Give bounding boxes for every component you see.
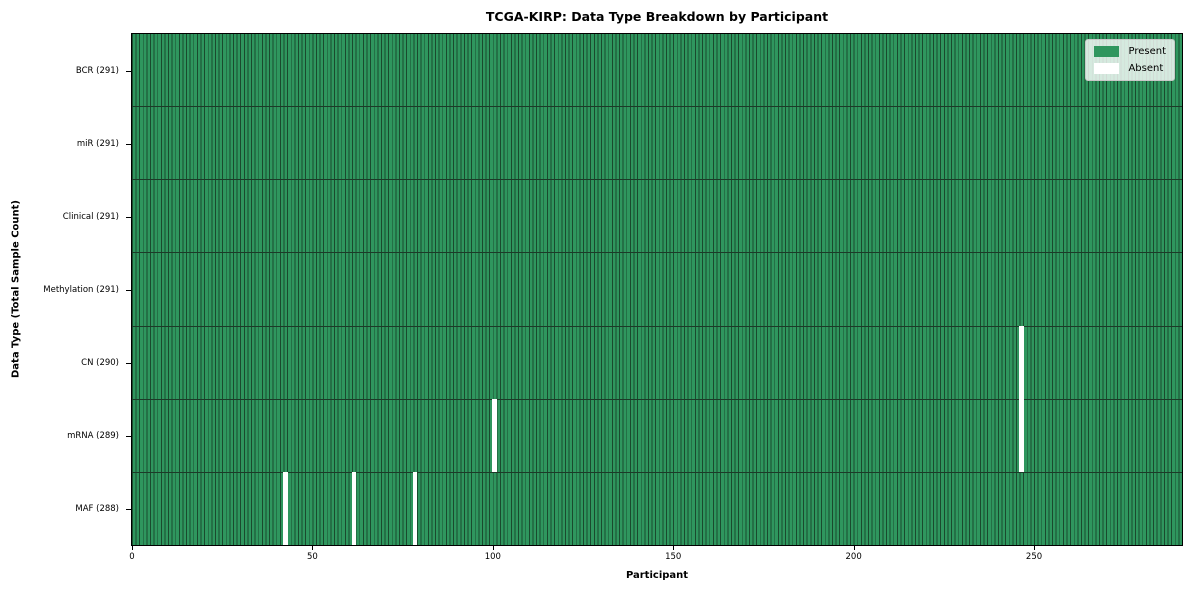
y-tick-label-miR: miR (291) [76,138,119,149]
x-tick-label-50: 50 [306,552,318,562]
x-tick-label-100: 100 [484,552,501,562]
x-tick-label-150: 150 [665,552,682,562]
absent-cell-MAF-61 [351,472,357,545]
legend-swatch-present [1094,46,1120,57]
y-tick-marks [126,34,131,545]
x-tick-mark [492,546,494,550]
y-tick-mark [126,508,131,510]
y-tick-mark [126,216,131,218]
heatmap-row-Clinical [132,180,1182,254]
absent-cell-MAF-78 [413,472,418,545]
absent-cell-CN-246 [1019,326,1024,399]
heatmap-rows [132,34,1182,545]
legend-entry-present: Present [1094,46,1166,57]
heatmap-row-miR [132,107,1182,181]
y-tick-label-CN: CN (290) [81,357,119,368]
y-tick-label-mRNA: mRNA (289) [67,430,119,441]
x-tick-label-200: 200 [845,552,862,562]
y-tick-mark [126,289,131,291]
absent-markers [132,34,1182,545]
chart-title: TCGA-KIRP: Data Type Breakdown by Partic… [485,9,829,24]
heatmap-row-mRNA [132,400,1182,473]
x-axis-label: Participant [625,570,689,581]
x-tick-label-0: 0 [129,552,135,562]
heatmap-row-CN [132,327,1182,400]
absent-cell-mRNA-100 [492,399,497,472]
legend: Present Absent [1085,39,1175,81]
y-tick-mark [126,435,131,437]
y-tick-label-Methylation: Methylation (291) [43,284,119,295]
x-tick-mark [853,546,855,550]
heatmap-row-BCR [132,34,1182,108]
x-tick-label-250: 250 [1025,552,1043,562]
absent-cell-mRNA-246 [1019,399,1024,472]
x-tick-labels: 0 50 100 150 200 250 [129,546,1182,568]
legend-swatch-absent [1094,63,1120,74]
x-tick-mark [1034,546,1036,550]
y-tick-labels: BCR (291) miR (291) Clinical (291) Methylat… [0,34,119,545]
x-tick-mark [132,546,133,550]
y-tick-mark [126,143,131,145]
absent-cell-MAF-42 [283,472,288,545]
legend-label: Present [1128,46,1166,57]
x-tick-mark [673,546,675,550]
plot-area: Present Absent [131,33,1183,546]
legend-label: Absent [1128,63,1164,74]
y-tick-mark [126,70,131,72]
y-tick-label-Clinical: Clinical (291) [62,211,119,222]
y-tick-mark [126,362,131,364]
y-tick-label-MAF: MAF (288) [75,503,119,514]
x-tick-mark [312,546,314,550]
y-tick-label-BCR: BCR (291) [75,65,119,76]
legend-entry-absent: Absent [1094,63,1166,74]
heatmap-row-Methylation [132,253,1182,327]
